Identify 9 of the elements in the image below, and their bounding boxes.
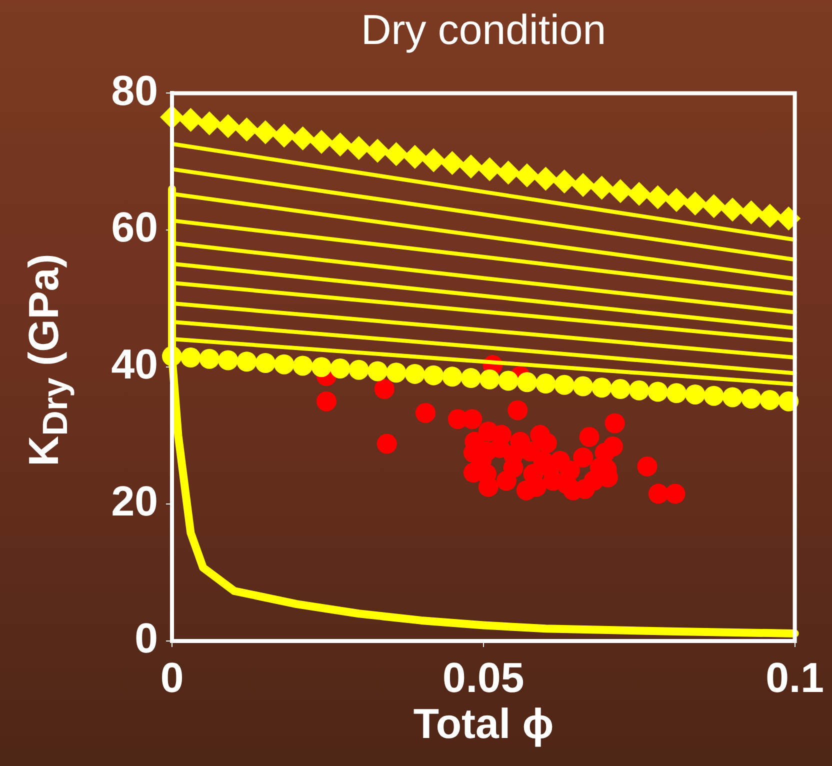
y-tick-label: 40 (111, 340, 158, 388)
x-axis-title: Total ϕ (412, 700, 555, 748)
x-tick-label: 0.1 (766, 654, 824, 701)
x-tick-label: 0.05 (442, 654, 524, 701)
y-tick-label: 0 (134, 614, 158, 662)
chart-title: Dry condition (360, 6, 608, 54)
y-tick-label: 20 (111, 478, 158, 525)
y-tick-label: 80 (111, 66, 158, 114)
y-tick-label: 60 (111, 204, 158, 251)
